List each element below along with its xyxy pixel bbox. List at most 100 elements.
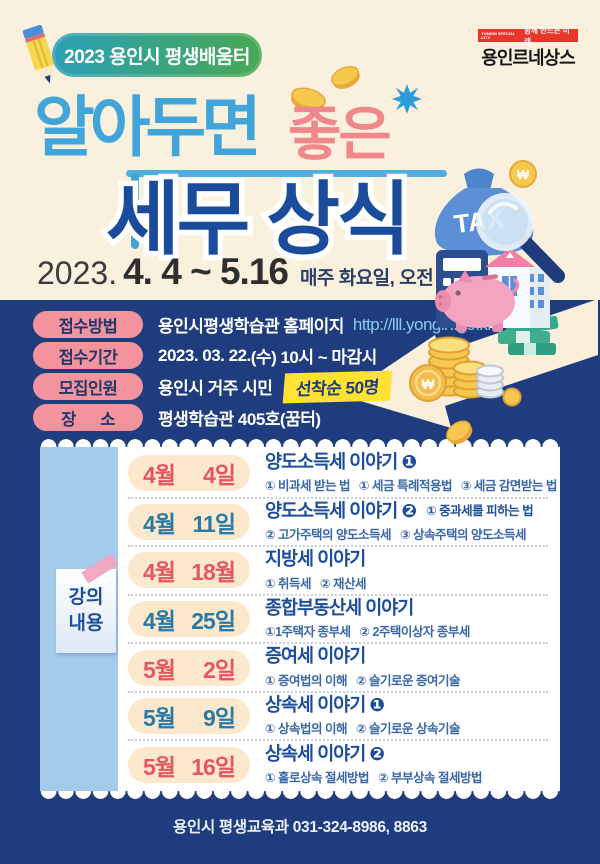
main-title-outline: 세무 상식: [101, 174, 417, 265]
lecture-title-text: 양도소득세 이야기 ❶: [265, 451, 417, 473]
date-month: 5월: [143, 753, 176, 780]
schedule-text: 증여세 이야기 ① 증여법의 이해 ② 슬기로운 증여기술: [265, 646, 460, 688]
schedule-rows: 4월 4일 양도소득세 이야기 ❶ ① 비과세 받는 법 ① 세금 특례적용법 …: [128, 450, 557, 788]
pencil-icon: [22, 24, 55, 84]
method-text: 용인시평생학습관 홈페이지: [158, 317, 344, 336]
stamp-edge-top: [40, 438, 560, 447]
schedule-date: 5월 2일: [128, 649, 250, 686]
lecture-title-text: 종합부동산세 이야기: [265, 596, 414, 618]
schedule-date: 5월 16일: [128, 746, 250, 783]
schedule-row: 5월 16일 상속세 이야기 ❷ ① 홀로상속 절세방법 ② 부부상속 절세방법: [128, 739, 548, 788]
date-month: 4월: [143, 559, 176, 586]
date-month: 4월: [143, 608, 176, 635]
lecture-title: 상속세 이야기 ❶: [265, 694, 460, 715]
title-underline: [126, 170, 447, 177]
program-badge-label: 2023 용인시 평생배움터: [64, 46, 250, 68]
logo-eyebrow: YONGIN SPECIAL CITY: [481, 30, 516, 40]
date-month: 4월: [143, 462, 176, 489]
schedule-row: 4월 4일 양도소득세 이야기 ❶ ① 비과세 받는 법 ① 세금 특례적용법 …: [128, 450, 557, 497]
info-row-place: 장 소 평생학습관 405호(꿈터): [33, 404, 493, 431]
capacity-text: 용인시 거주 시민: [158, 379, 273, 398]
schedule-row: 5월 2일 증여세 이야기 ① 증여법의 이해 ② 슬기로운 증여기술: [128, 642, 548, 691]
sparkle-icon: [392, 84, 422, 114]
side-label-line1: 강의: [68, 587, 104, 609]
schedule-row: 4월 18월 지방세 이야기 ① 취득세 ② 재산세: [128, 545, 548, 594]
lecture-subtitle: ① 증여법의 이해 ② 슬기로운 증여기술: [265, 673, 460, 688]
date-day: 25일: [191, 608, 236, 635]
date-day: 11일: [192, 510, 236, 537]
date-day: 16일: [191, 753, 236, 780]
schedule-card-body: 강의 내용 4월 4일 양도소득세 이야기 ❶ ① 비과세 받는: [40, 447, 560, 791]
lecture-title: 지방세 이야기: [265, 548, 375, 570]
info-label-place: 장 소: [33, 404, 143, 431]
won-coin-icon: ₩: [409, 364, 447, 402]
info-value-capacity: 용인시 거주 시민 선착순 50명: [158, 370, 393, 403]
first-come-badge: 선착순 50명: [283, 370, 393, 403]
date-day: 4일: [203, 462, 236, 489]
period-post: (수) 10시 ~ 마감시: [250, 348, 378, 367]
lecture-title-text: 상속세 이야기 ❷: [265, 742, 385, 764]
schedule-text: 양도소득세 이야기 ❶ ① 비과세 받는 법 ① 세금 특례적용법 ③ 세금 감…: [265, 451, 557, 494]
schedule-text: 양도소득세 이야기 ❷ ① 중과세를 피하는 법 ② 고가주택의 양도소득세 ③…: [265, 499, 534, 543]
coin-icon: [446, 420, 473, 445]
magnifier-icon: [476, 193, 565, 283]
schedule-text: 상속세 이야기 ❶ ① 상속법의 이해 ② 슬기로운 상속기술: [265, 694, 460, 737]
period-date: 03. 22.: [202, 345, 251, 365]
yongin-logo: YONGIN SPECIAL CITY 함께 만드는 미래 용인르네상스: [478, 26, 578, 70]
schedule-date: 4월 4일: [128, 455, 250, 492]
won-coin-icon: ₩: [509, 160, 537, 188]
event-date: 2023. 4. 4 ~ 5.16 매주 화요일, 오전 10시: [37, 251, 476, 293]
date-month: 5월: [143, 656, 176, 683]
schedule-row: 5월 9일 상속세 이야기 ❶ ① 상속법의 이해 ② 슬기로운 상속기술: [128, 690, 548, 740]
lecture-title: 양도소득세 이야기 ❷ ① 중과세를 피하는 법: [265, 499, 534, 521]
falling-coins-icon: [290, 65, 360, 112]
lecture-subtitle: ① 취득세 ② 재산세: [265, 576, 367, 591]
lecture-title: 증여세 이야기: [265, 645, 460, 667]
schedule-date: 4월 18월: [128, 552, 250, 589]
lecture-title: 종합부동산세 이야기: [265, 596, 470, 618]
info-value-period: 2023. 03. 22. (수) 10시 ~ 마감시: [158, 343, 377, 368]
lecture-title-text: 지방세 이야기: [265, 548, 366, 570]
info-label-period: 접수기간: [33, 342, 143, 369]
side-strip: 강의 내용: [40, 447, 119, 791]
money-arrow-icon: ₩: [344, 299, 598, 428]
lecture-contents-note: 강의 내용: [56, 553, 119, 653]
tape-icon: [81, 553, 119, 584]
date-day: 9일: [203, 705, 236, 732]
event-year: 2023.: [37, 255, 118, 291]
piggy-bank-icon: [435, 270, 520, 332]
side-label-line2: 내용: [68, 613, 104, 634]
schedule-date: 4월 11일: [128, 503, 250, 540]
program-badge: 2023 용인시 평생배움터: [52, 33, 262, 77]
won-symbol: ₩: [421, 376, 435, 392]
title-word-coral: 좋은: [288, 102, 392, 167]
lecture-title-text: 상속세 이야기 ❶: [265, 694, 385, 715]
date-month: 5월: [143, 705, 176, 732]
date-day: 18월: [191, 559, 236, 586]
title-stroke-decoration: [131, 173, 139, 249]
info-value-place: 평생학습관 405호(꿈터): [158, 405, 321, 430]
event-range: 4. 4 ~ 5.16: [123, 251, 289, 292]
schedule-row: 4월 11일 양도소득세 이야기 ❷ ① 중과세를 피하는 법 ② 고가주택의 …: [128, 496, 548, 546]
title-word-blue: 알아두면: [34, 90, 262, 164]
logo-slogan: 함께 만드는 미래: [524, 25, 570, 46]
schedule-text: 지방세 이야기 ① 취득세 ② 재산세: [265, 548, 375, 591]
place-text: 평생학습관 405호(꿈터): [158, 410, 321, 429]
logo-name: 용인르네상스: [481, 48, 575, 68]
info-label-capacity: 모집인원: [33, 373, 143, 400]
lecture-title-text: 증여세 이야기: [265, 645, 366, 667]
date-day: 2일: [203, 656, 236, 683]
lecture-title: 상속세 이야기 ❷: [265, 742, 482, 764]
lecture-title: 양도소득세 이야기 ❶: [265, 451, 548, 473]
info-row-period: 접수기간 2023. 03. 22. (수) 10시 ~ 마감시: [33, 342, 493, 369]
main-title: 세무 상식 세무 상식: [101, 174, 417, 265]
lecture-subtitle: ① 상속법의 이해 ② 슬기로운 상속기술: [265, 722, 460, 737]
date-month: 4월: [143, 510, 176, 537]
logo-banner: YONGIN SPECIAL CITY 함께 만드는 미래: [478, 26, 578, 46]
schedule-date: 4월 25일: [128, 601, 250, 638]
lecture-subtitle: ① 홀로상속 절세방법 ② 부부상속 절세방법: [265, 770, 482, 785]
lecture-title-note: ① 중과세를 피하는 법: [426, 504, 534, 519]
schedule-date: 5월 9일: [128, 698, 250, 735]
info-section: 접수방법 용인시평생학습관 홈페이지 http://lll.yongin.go.…: [33, 311, 493, 435]
lecture-title-text: 양도소득세 이야기 ❷: [265, 499, 417, 521]
